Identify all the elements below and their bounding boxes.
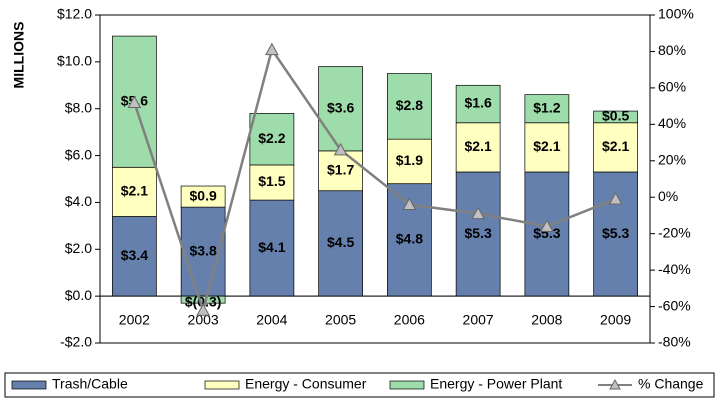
value-label: $1.5 [258, 173, 285, 189]
value-label: $1.2 [533, 99, 560, 115]
x-tick-label: 2008 [531, 312, 562, 328]
value-label: $0.9 [190, 187, 217, 203]
x-tick-label: 2007 [463, 312, 494, 328]
bar [249, 164, 295, 201]
legend-swatch [11, 380, 47, 390]
line-marker [402, 197, 417, 211]
bar [387, 73, 432, 140]
y-tick-label: $2.0 [65, 240, 92, 256]
line-marker [265, 42, 279, 56]
value-label: $1.7 [327, 162, 354, 178]
y-tick-label: $6.0 [65, 146, 92, 162]
value-label: $4.8 [396, 231, 423, 247]
value-label: $2.1 [465, 138, 492, 154]
y2-tick-label: -40% [658, 261, 691, 277]
y2-tick-label: -80% [658, 334, 691, 350]
line-marker [608, 191, 623, 205]
legend-label: Energy - Power Plant [430, 376, 562, 392]
legend-marker [609, 378, 621, 390]
y2-tick-label: 80% [658, 42, 686, 58]
bar [455, 84, 501, 124]
y2-tick-label: -60% [658, 297, 691, 313]
y2-tick-label: 0% [658, 188, 678, 204]
bar [387, 138, 432, 185]
bar [249, 113, 295, 166]
bar [318, 150, 363, 192]
value-label: $0.5 [602, 108, 629, 124]
value-label: $5.3 [533, 225, 560, 241]
value-label: $2.1 [121, 183, 148, 199]
value-label: $4.1 [258, 239, 285, 255]
y-tick-label: $8.0 [65, 99, 92, 115]
y2-tick-label: 40% [658, 115, 686, 131]
line-marker [540, 219, 554, 232]
plot-area [99, 14, 651, 344]
y-tick-label: $4.0 [65, 193, 92, 209]
value-label: $2.1 [533, 138, 560, 154]
y-axis-title: MILLIONS [11, 22, 27, 89]
value-label: $5.3 [465, 225, 492, 241]
legend-label: % Change [638, 376, 704, 392]
line-marker [196, 303, 210, 316]
y2-tick-label: 20% [658, 151, 686, 167]
bar [593, 122, 638, 173]
x-tick-label: 2004 [256, 312, 287, 328]
y2-tick-label: -20% [658, 224, 691, 240]
y2-tick-label: 60% [658, 79, 686, 95]
bar [455, 171, 501, 297]
value-label: $(0.3) [185, 293, 222, 309]
legend-box [4, 372, 715, 398]
bar [112, 166, 157, 217]
bar [524, 122, 570, 173]
value-label: $1.6 [465, 95, 492, 111]
line-marker [333, 142, 348, 156]
x-tick-label: 2002 [119, 312, 150, 328]
bar [318, 66, 363, 152]
x-tick-label: 2009 [600, 312, 631, 328]
value-label: $2.1 [602, 138, 629, 154]
value-label: $3.4 [121, 247, 148, 263]
bar [524, 94, 570, 124]
bar [318, 190, 363, 297]
line [133, 46, 617, 315]
legend-swatch [389, 380, 425, 390]
value-label: $5.3 [602, 225, 629, 241]
x-tick-label: 2003 [188, 312, 219, 328]
x-tick-label: 2005 [325, 312, 356, 328]
line-marker [471, 206, 485, 220]
value-label: $1.9 [396, 152, 423, 168]
bar [249, 199, 295, 297]
line-marker [127, 95, 142, 108]
bar [593, 110, 638, 124]
bar [180, 185, 226, 208]
value-label: $2.2 [258, 130, 285, 146]
y-tick-label: -$2.0 [60, 334, 92, 350]
y-tick-label: $0.0 [65, 287, 92, 303]
y-tick-label: $10.0 [57, 53, 92, 69]
legend-swatch [204, 380, 240, 390]
legend-label: Trash/Cable [52, 376, 128, 392]
value-label: $4.5 [327, 234, 354, 250]
value-label: $3.6 [327, 99, 354, 115]
x-tick-label: 2006 [394, 312, 425, 328]
y-tick-label: $12.0 [57, 6, 92, 22]
value-label: $2.8 [396, 97, 423, 113]
bar [455, 122, 501, 173]
value-label: $3.8 [190, 242, 217, 258]
legend-label: Energy - Consumer [245, 376, 367, 392]
y2-tick-label: 100% [658, 6, 694, 22]
